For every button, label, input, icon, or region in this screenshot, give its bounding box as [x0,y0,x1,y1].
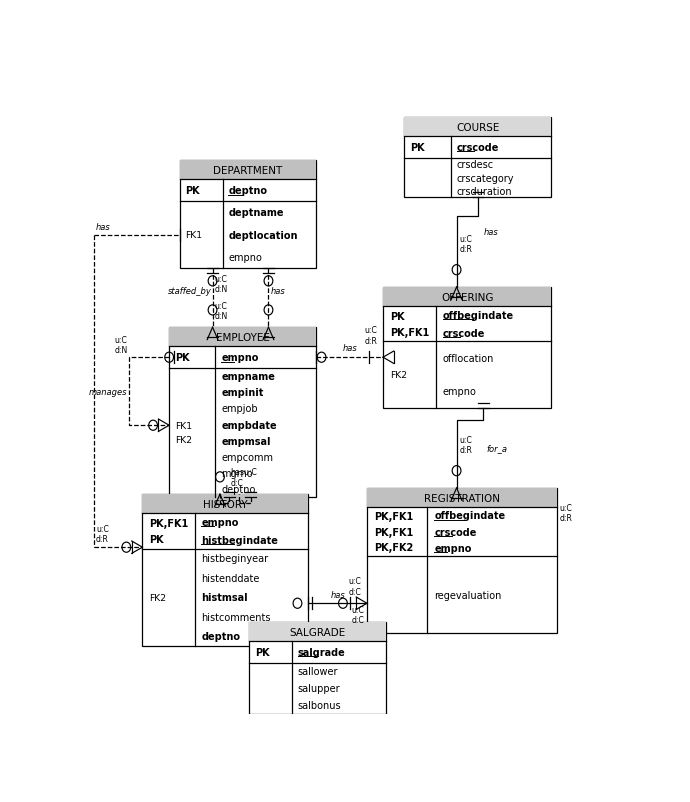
Text: u:C
d:C: u:C d:C [348,577,362,596]
Text: histbeginyear: histbeginyear [201,553,268,564]
Text: PK,FK1
PK,FK1
PK,FK2: PK,FK1 PK,FK1 PK,FK2 [375,512,414,553]
Text: salgrade: salgrade [298,647,346,658]
Text: deptlocation: deptlocation [228,230,298,241]
Text: histenddate: histenddate [201,573,259,583]
Text: regevaluation: regevaluation [435,590,502,600]
Text: deptno: deptno [201,631,240,641]
Bar [169,328,316,347]
Text: empjob: empjob [221,404,258,414]
Text: u:C
d:R: u:C d:R [460,234,472,253]
Text: u:C
d:N: u:C d:N [114,335,128,354]
Text: PK: PK [255,647,269,658]
Text: u:C
d:R: u:C d:R [460,435,472,455]
Text: u:C
d:N: u:C d:N [214,302,228,321]
Text: hasu:C
d:C: hasu:C d:C [230,468,257,487]
Text: deptno: deptno [221,484,256,495]
Text: PK: PK [186,186,200,196]
Bar [142,495,308,646]
Text: empname: empname [221,371,275,382]
Text: offbegindate: offbegindate [435,511,506,520]
Text: empinit: empinit [221,388,264,398]
Text: manages: manages [89,387,128,396]
Bar [404,118,551,137]
Text: FK1: FK1 [186,231,202,240]
Text: PK: PK [411,143,425,153]
Text: crscode: crscode [435,527,477,537]
Text: u:C
d:R: u:C d:R [365,326,377,346]
Text: PK,FK1
PK: PK,FK1 PK [149,519,188,544]
Text: crscode: crscode [457,143,499,153]
Text: u:C
d:C: u:C d:C [351,605,364,624]
Text: empno: empno [435,543,472,553]
Text: OFFERING: OFFERING [441,292,493,302]
Text: offbegindate: offbegindate [443,310,514,321]
Text: for_a: for_a [486,444,507,453]
Text: PK: PK [175,353,190,363]
Text: empno: empno [443,387,477,396]
Bar [180,161,316,180]
Bar [383,288,551,307]
Text: EMPLOYEE: EMPLOYEE [216,332,270,342]
Text: histmsal: histmsal [201,593,248,602]
Text: PK
PK,FK1: PK PK,FK1 [390,312,429,337]
Bar [142,495,308,514]
Text: HISTORY: HISTORY [203,499,248,509]
Text: has: has [331,590,345,599]
Bar [383,288,551,408]
Text: empno: empno [201,517,239,528]
Text: DEPARTMENT: DEPARTMENT [213,166,283,176]
Text: has: has [271,286,286,295]
Bar [249,622,386,642]
Text: empmsal: empmsal [221,436,271,446]
Text: empbdate: empbdate [221,420,277,430]
Text: empcomm: empcomm [221,452,273,462]
Text: SALGRADE: SALGRADE [289,627,346,637]
Text: COURSE: COURSE [456,123,500,132]
Text: empno: empno [221,353,259,363]
Text: FK2: FK2 [390,371,407,379]
Bar [180,161,316,269]
Bar [367,488,557,508]
Text: histcomments: histcomments [201,612,270,622]
Text: u:C
d:R: u:C d:R [96,525,109,544]
Text: crsdesc: crsdesc [457,160,494,170]
Text: deptname: deptname [228,208,284,218]
Bar [404,118,551,198]
Text: REGISTRATION: REGISTRATION [424,493,500,503]
Text: salbonus: salbonus [298,700,342,711]
Bar [169,328,316,497]
Text: crscode: crscode [443,328,485,338]
Text: crscategory: crscategory [457,173,514,184]
Text: u:C
d:R: u:C d:R [560,504,573,523]
Text: offlocation: offlocation [443,354,494,363]
Text: deptno: deptno [228,186,267,196]
Text: salupper: salupper [298,683,340,694]
Text: staffed_by: staffed_by [168,286,212,295]
Text: has: has [483,228,498,237]
Text: has: has [96,223,110,232]
Text: has: has [342,344,357,353]
Text: histbegindate: histbegindate [201,535,278,545]
Text: empno: empno [228,253,262,263]
Text: u:C
d:N: u:C d:N [214,274,228,294]
Text: FK1
FK2: FK1 FK2 [175,422,192,444]
Text: crsduration: crsduration [457,187,512,196]
Bar [367,488,557,634]
Bar [249,622,386,714]
Text: FK2: FK2 [149,593,166,602]
Text: mgrno: mgrno [221,468,253,479]
Text: sallower: sallower [298,666,338,677]
